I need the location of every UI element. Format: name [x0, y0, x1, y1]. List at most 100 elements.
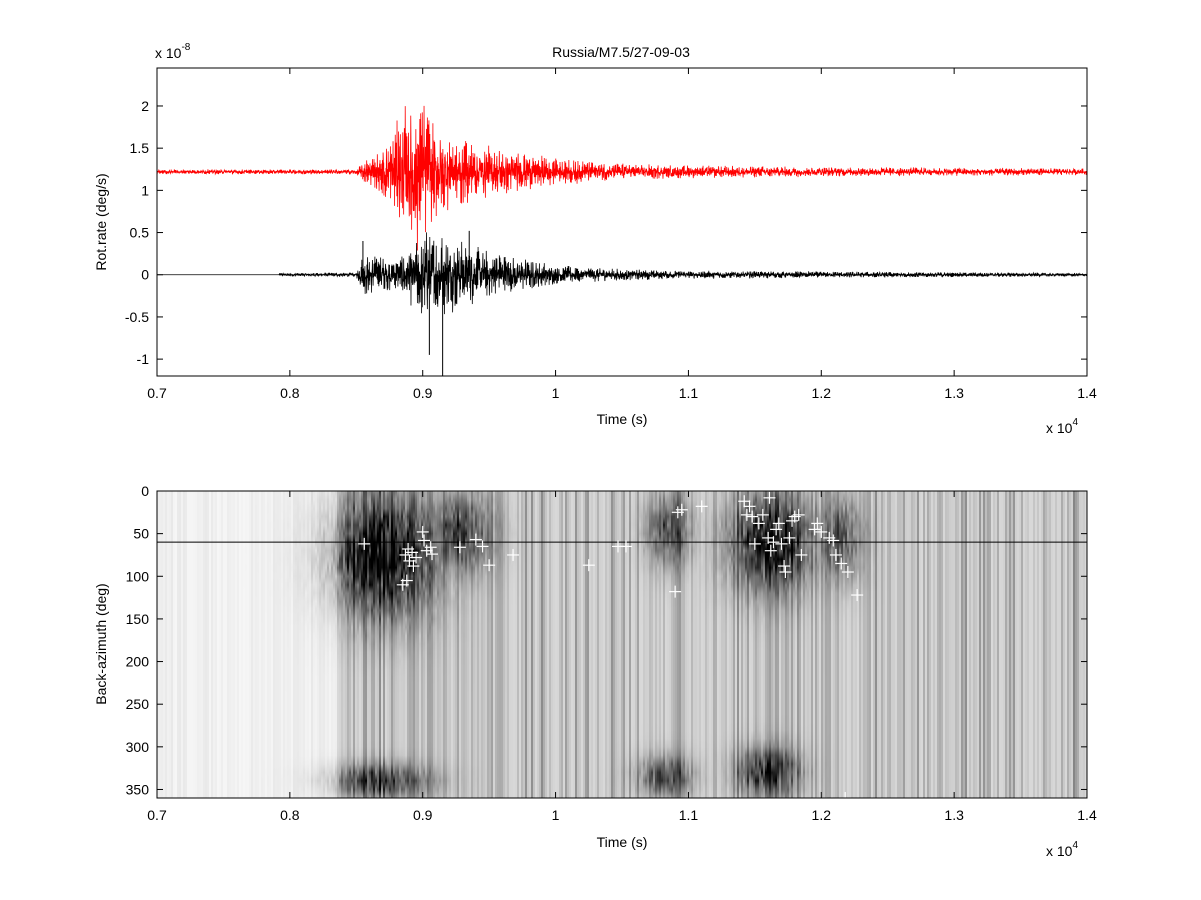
- heatmap-column: [451, 491, 454, 798]
- heatmap-column: [613, 491, 616, 798]
- heatmap-column: [957, 491, 960, 798]
- heatmap-column: [489, 491, 492, 798]
- heatmap-column: [823, 491, 826, 798]
- heatmap-column: [253, 491, 256, 798]
- heatmap-column: [807, 491, 810, 798]
- heatmap-column: [857, 491, 860, 798]
- heatmap-column: [699, 491, 702, 798]
- heatmap-column: [727, 491, 730, 798]
- heatmap-column: [841, 491, 844, 798]
- heatmap-column: [1057, 491, 1060, 798]
- pick-marker: [752, 517, 765, 530]
- x-tick-label: 0.9: [413, 385, 433, 401]
- heatmap-column: [483, 491, 486, 798]
- x-tick-label: 1.2: [812, 385, 832, 401]
- heatmap-column: [199, 491, 202, 798]
- heatmap-column: [1007, 491, 1010, 798]
- pick-marker: [476, 540, 489, 553]
- x-tick-label: 1.3: [944, 385, 964, 401]
- heatmap-column: [993, 491, 996, 798]
- heatmap-column: [157, 491, 160, 798]
- heatmap-column: [193, 491, 196, 798]
- heatmap-column: [799, 491, 802, 798]
- heatmap-column: [659, 491, 662, 798]
- heatmap-column: [843, 491, 846, 798]
- heatmap-column: [255, 491, 258, 798]
- heatmap-column: [975, 491, 978, 798]
- heatmap-column: [231, 491, 234, 798]
- heatmap-column: [347, 491, 350, 798]
- heatmap-column: [433, 491, 436, 798]
- heatmap-column: [535, 491, 538, 798]
- heatmap-column: [511, 491, 514, 798]
- heatmap-column: [819, 491, 822, 798]
- heatmap-column: [893, 491, 896, 798]
- heatmap-column: [1043, 491, 1046, 798]
- heatmap-column: [419, 491, 422, 798]
- heatmap-column: [865, 491, 868, 798]
- x-exponent-top: 4: [1072, 417, 1078, 428]
- heatmap-column: [577, 491, 580, 798]
- y-tick-label: 50: [133, 526, 149, 542]
- heatmap-column: [435, 491, 438, 798]
- heatmap-column: [493, 491, 496, 798]
- heatmap-column: [1053, 491, 1056, 798]
- heatmap-column: [385, 491, 388, 798]
- heatmap-column: [379, 491, 382, 798]
- heatmap-column: [629, 491, 632, 798]
- heatmap-column: [645, 491, 648, 798]
- heatmap-column: [785, 491, 788, 798]
- heatmap-column: [427, 491, 430, 798]
- heatmap-column: [729, 491, 732, 798]
- pick-marker: [695, 500, 708, 513]
- heatmap-column: [853, 491, 856, 798]
- heatmap-column: [171, 491, 174, 798]
- heatmap-column: [1085, 491, 1087, 798]
- heatmap-column: [901, 491, 904, 798]
- heatmap-column: [217, 491, 220, 798]
- heatmap-column: [997, 491, 1000, 798]
- heatmap-column: [1021, 491, 1024, 798]
- heatmap-column: [755, 491, 758, 798]
- x-tick-label: 1.2: [812, 807, 832, 823]
- heatmap-column: [781, 491, 784, 798]
- heatmap-column: [921, 491, 924, 798]
- heatmap-column: [591, 491, 594, 798]
- heatmap-column: [525, 491, 528, 798]
- heatmap-column: [749, 491, 752, 798]
- heatmap-column: [601, 491, 604, 798]
- heatmap-column: [705, 491, 708, 798]
- heatmap-column: [355, 491, 358, 798]
- heatmap-column: [603, 491, 606, 798]
- y-tick-label: 1: [141, 182, 149, 198]
- heatmap-column: [209, 491, 212, 798]
- backazimuth-axes: 0.7 0.8 0.9 1 1.1 1.2 1.3 1.4 0 50 100 150 200 250 300…: [93, 483, 1097, 859]
- heatmap-column: [187, 491, 190, 798]
- pick-marker: [770, 523, 783, 536]
- heatmap-column: [653, 491, 656, 798]
- heatmap-column: [579, 491, 582, 798]
- heatmap-column: [225, 491, 228, 798]
- pick-marker: [738, 495, 751, 508]
- heatmap-column: [795, 491, 798, 798]
- heatmap-column: [607, 491, 610, 798]
- heatmap-column: [443, 491, 446, 798]
- heatmap-column: [263, 491, 266, 798]
- heatmap-column: [707, 491, 710, 798]
- heatmap-column: [793, 491, 796, 798]
- heatmap-column: [1063, 491, 1066, 798]
- heatmap-column: [365, 491, 368, 798]
- pick-marker: [764, 544, 777, 557]
- heatmap-column: [507, 491, 510, 798]
- heatmap-column: [845, 491, 848, 798]
- heatmap-column: [657, 491, 660, 798]
- heatmap-column: [639, 491, 642, 798]
- heatmap-column: [605, 491, 608, 798]
- pick-marker: [772, 517, 785, 530]
- heatmap-column: [183, 491, 186, 798]
- pick-marker: [808, 523, 821, 536]
- heatmap-column: [235, 491, 238, 798]
- plot-frame-bottom: [156, 490, 1088, 799]
- heatmap-column: [825, 491, 828, 798]
- heatmap-column: [751, 491, 754, 798]
